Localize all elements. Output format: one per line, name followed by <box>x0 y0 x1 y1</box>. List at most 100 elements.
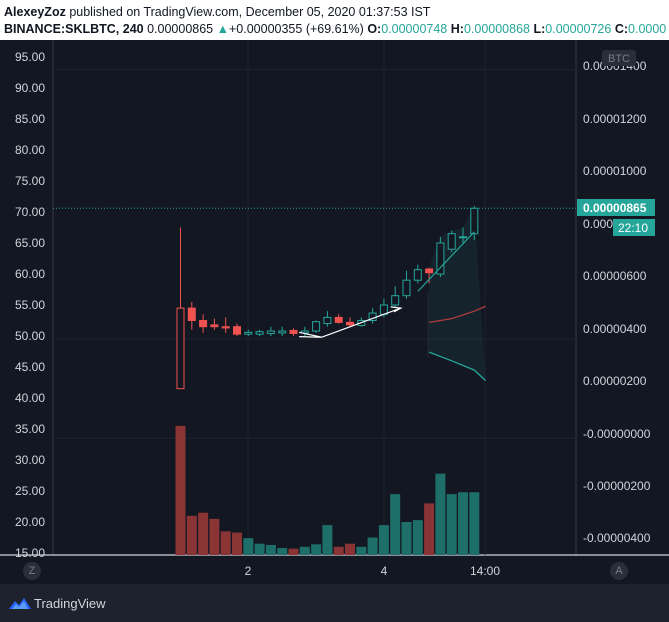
volume-bar <box>378 525 389 555</box>
left-axis-label: 60.00 <box>15 267 45 281</box>
volume-bar <box>469 492 480 555</box>
left-price-axis[interactable]: 95.00 90.00 85.00 80.00 75.00 70.00 65.00 60.00… <box>15 50 45 557</box>
volume-bar <box>175 425 186 555</box>
volume-bar <box>322 525 333 555</box>
time-label-2: 2 <box>245 564 252 578</box>
close-value: 0.0000 <box>628 22 667 36</box>
candle-body <box>413 269 422 281</box>
volume-bar <box>424 503 435 555</box>
open-label: O: <box>367 22 382 36</box>
trend-arrow-head <box>390 306 403 313</box>
volume-bar <box>435 473 446 555</box>
grid <box>0 40 669 557</box>
currency-badge-bg <box>602 50 636 66</box>
right-axis-label: 0.00000400 <box>583 322 647 336</box>
volume-bar <box>232 532 242 555</box>
trend-line <box>417 231 475 292</box>
volume-bar <box>390 494 401 555</box>
candle-body <box>199 320 208 328</box>
time-axis[interactable]: Z 2 4 14:00 A <box>0 557 669 584</box>
left-axis-label: 35.00 <box>15 422 45 436</box>
open-value: 0.00000748 <box>381 22 448 36</box>
volume-bar <box>198 512 209 555</box>
tradingview-logo-icon[interactable] <box>8 595 32 611</box>
left-axis-label: 85.00 <box>15 112 45 126</box>
candle-body <box>244 331 253 335</box>
candle-body <box>221 326 230 329</box>
left-axis-label: 15.00 <box>15 546 45 557</box>
candle-body <box>391 295 400 306</box>
candle-body <box>312 321 321 332</box>
right-axis-label: 0.00001000 <box>583 164 647 178</box>
candle-body <box>255 331 264 335</box>
volume-bar <box>458 492 468 555</box>
candle-body <box>323 316 332 325</box>
right-axis-label: -0.00000200 <box>583 479 651 493</box>
tradingview-brand[interactable]: TradingView <box>34 596 106 611</box>
time-label-1400: 14:00 <box>470 564 500 578</box>
right-axis-label: 0.00001200 <box>583 112 647 126</box>
left-axis-label: 50.00 <box>15 329 45 343</box>
candle-body <box>233 326 241 335</box>
volume-bar <box>367 537 378 555</box>
volume-bar <box>265 544 276 555</box>
chart-header: AlexeyZoz published on TradingView.com, … <box>0 0 669 40</box>
left-axis-label: 20.00 <box>15 515 45 529</box>
left-axis-label: 95.00 <box>15 50 45 64</box>
footer: TradingView <box>0 584 669 622</box>
left-axis-label: 45.00 <box>15 360 45 374</box>
candle-body <box>210 324 219 328</box>
author-name[interactable]: AlexeyZoz <box>4 5 66 19</box>
volume-bar <box>288 548 299 555</box>
candle-body <box>187 307 196 322</box>
volume-bar <box>186 515 197 555</box>
high-label: H: <box>450 22 464 36</box>
last-price: 0.00000865 <box>147 22 214 36</box>
last-price-tag-bg <box>577 199 655 216</box>
candle-body <box>334 316 343 323</box>
candle-body <box>300 330 309 334</box>
indicator-lines <box>299 231 487 382</box>
candle-body <box>176 307 185 390</box>
currency-badge[interactable]: BTC <box>608 53 630 65</box>
band-lower-line <box>428 351 487 382</box>
left-axis-label: 70.00 <box>15 205 45 219</box>
price-chart[interactable]: 95.00 90.00 85.00 80.00 75.00 70.00 65.00 60.00… <box>0 40 669 557</box>
candle-body <box>447 233 456 250</box>
symbol-name: BINANCE:SKLBTC, 240 <box>4 22 144 36</box>
time-labels: 2 4 14:00 <box>245 564 501 578</box>
candle-body <box>266 330 275 335</box>
low-label: L: <box>533 22 546 36</box>
left-axis-label: 80.00 <box>15 143 45 157</box>
volume-bar <box>299 546 310 555</box>
auto-scale-button[interactable]: A <box>610 562 628 580</box>
left-axis-label: 40.00 <box>15 391 45 405</box>
volume-bar <box>243 538 254 555</box>
left-axis-label: 90.00 <box>15 81 45 95</box>
close-label: C: <box>614 22 629 36</box>
zoom-button[interactable]: Z <box>23 562 41 580</box>
price-tags: BTC 0.00000865 22:10 <box>577 50 655 236</box>
high-value: 0.00000868 <box>463 22 530 36</box>
publish-text: published on TradingView.com, December 0… <box>69 5 431 19</box>
volume-bar <box>345 543 355 555</box>
countdown-tag-bg <box>613 219 655 236</box>
candle-body <box>289 329 298 335</box>
right-axis-label: -0.00000000 <box>583 427 651 441</box>
right-axis-label: 0.00000200 <box>583 374 647 388</box>
volume-bar <box>220 531 231 555</box>
candle-body <box>436 242 445 275</box>
candle-body <box>425 268 434 274</box>
low-value: 0.00000726 <box>545 22 612 36</box>
volume-bar <box>412 520 423 555</box>
volume-bar <box>254 543 265 555</box>
candles <box>176 205 479 390</box>
volume-bar <box>446 494 457 555</box>
candle-body <box>278 330 287 334</box>
trend-arrow-2 <box>321 307 402 338</box>
volume-bar <box>209 518 220 555</box>
volume-bar <box>311 544 322 555</box>
right-axis-label: -0.00000400 <box>583 531 651 545</box>
left-axis-label: 75.00 <box>15 174 45 188</box>
price-change: +0.00000355 (+69.61%) <box>229 22 364 36</box>
